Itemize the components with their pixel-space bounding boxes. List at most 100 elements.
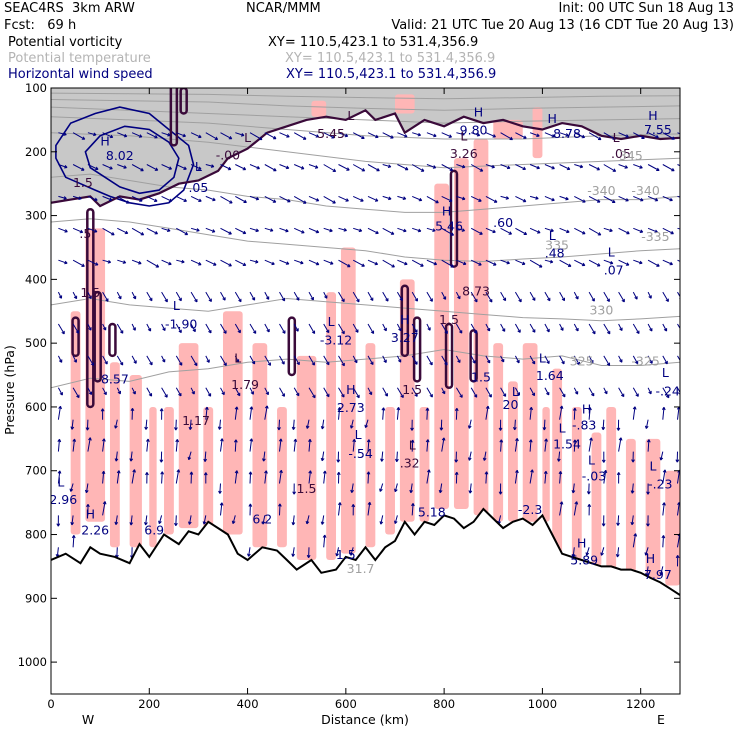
wind-vector (544, 323, 550, 333)
wind-vector (367, 164, 380, 172)
wind-vector (588, 195, 601, 203)
wind-vector (397, 132, 408, 138)
wind-vector (515, 195, 527, 203)
wind-vector (529, 291, 536, 301)
wind-vector (411, 323, 418, 333)
wind-vector (116, 291, 122, 300)
contour-annotation: L (460, 128, 467, 143)
wind-vector (291, 547, 295, 557)
wind-vector (379, 515, 384, 525)
wind-vector (175, 469, 181, 484)
wind-vector (542, 419, 547, 431)
wind-vector (559, 227, 570, 234)
contour-annotation: H (582, 401, 591, 416)
wind-vector (308, 132, 320, 138)
wind-vector (72, 227, 84, 234)
wind-vector (323, 164, 337, 172)
wind-vector (514, 291, 522, 303)
contour-annotation: .07 (604, 262, 624, 277)
wind-vector (498, 419, 503, 431)
pv-shade-column (532, 107, 543, 159)
wind-vector (411, 164, 425, 172)
pv-shade-column (625, 438, 636, 573)
wind-vector (352, 438, 357, 452)
wind-vector (308, 470, 313, 484)
contour-annotation: -.24 (656, 384, 680, 399)
wind-vector (203, 472, 208, 484)
wind-vector (323, 227, 333, 233)
wind-vector (515, 259, 526, 266)
wind-vector (87, 164, 99, 171)
wind-vector (187, 451, 192, 461)
pv-shade-column (542, 406, 550, 522)
wind-vector (72, 387, 80, 399)
contour-annotation: 1.5 (439, 312, 459, 327)
wind-vector (441, 259, 455, 268)
wind-vector (662, 355, 668, 365)
wind-vector (662, 164, 675, 172)
pv-shade-column (606, 406, 617, 573)
wind-vector (101, 470, 106, 484)
wind-vector (205, 323, 212, 334)
contour-annotation: 1.5 (402, 382, 422, 397)
wind-vector (381, 407, 386, 420)
x-axis-title: Distance (km) (321, 712, 409, 727)
wind-vector (338, 323, 345, 335)
contour-annotation: 1.5 (297, 481, 317, 496)
wind-vector (677, 323, 680, 330)
wind-vector (102, 164, 113, 170)
wind-vector (235, 164, 247, 171)
wind-vector (279, 227, 289, 233)
contour-annotation: 3.27 (391, 330, 419, 345)
pv-tropopause-contour (51, 108, 680, 208)
wind-vector (514, 438, 519, 452)
wind-vector (158, 515, 163, 525)
wind-vector (410, 419, 414, 431)
contour-annotation: 1.64 (536, 368, 564, 383)
wind-vector (647, 291, 652, 299)
wind-vector (485, 323, 491, 332)
pv-max-contour (93, 290, 102, 383)
wind-vector (559, 323, 564, 331)
wind-vector (367, 323, 375, 335)
wind-vector (544, 438, 548, 452)
wind-vector (396, 291, 403, 302)
pv-shade-column (178, 343, 199, 529)
wind-vector (57, 387, 63, 396)
wind-vector (485, 195, 498, 203)
pv-shade-column (473, 139, 489, 516)
contour-annotation: L (244, 130, 251, 145)
wind-vector (308, 291, 314, 301)
wind-vector (102, 227, 115, 236)
wind-vector (146, 227, 159, 235)
wind-vector (572, 439, 577, 452)
wind-vector (456, 195, 466, 201)
wind-vector (382, 355, 387, 364)
wind-vector (500, 164, 511, 170)
wind-vector (647, 355, 653, 364)
wind-vector (529, 355, 536, 365)
contour-annotation: 1.5 (336, 547, 356, 562)
wind-vector (573, 291, 579, 300)
wind-vector (349, 547, 354, 556)
wind-vector (514, 469, 519, 484)
contour-annotation: L (588, 452, 595, 467)
wind-vector (662, 469, 667, 484)
wind-vector (529, 259, 543, 268)
wind-vector (146, 259, 160, 268)
wind-vector (409, 483, 413, 494)
wind-vector (72, 323, 80, 334)
wind-vector (261, 515, 266, 525)
pv-shade-column (252, 343, 268, 548)
pv-shade-column (552, 368, 563, 554)
field-xy-pv: XY= 110.5,423.1 to 531.4,356.9 (268, 35, 479, 50)
wind-vector (367, 355, 374, 366)
wind-vector (382, 323, 387, 332)
wind-vector (559, 164, 571, 171)
wind-vector (337, 502, 342, 516)
y-tick-label: 100 (25, 81, 47, 95)
theta-contour (51, 106, 680, 124)
wind-vector (394, 483, 398, 493)
wind-vector (412, 195, 423, 202)
wind-vector (485, 355, 491, 364)
